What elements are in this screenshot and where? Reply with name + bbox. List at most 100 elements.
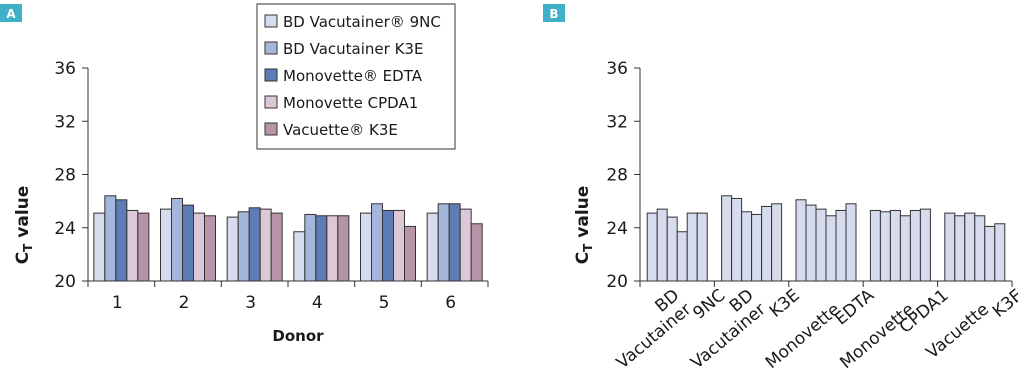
bar <box>899 215 911 282</box>
bar <box>646 212 658 282</box>
panel-b-badge-label: B <box>549 7 558 21</box>
bar <box>293 231 306 282</box>
legend-entry: Monovette CPDA1 <box>283 94 418 112</box>
panel-b-x-tick-label: EDTA <box>831 285 878 329</box>
bar <box>393 209 405 282</box>
panel-b-y-tick-label: 36 <box>606 59 628 79</box>
bar <box>984 225 996 282</box>
panel-b-y-tick-label: 24 <box>606 219 628 239</box>
panel-a-x-axis-label: Donor <box>272 327 324 345</box>
bar <box>964 212 976 282</box>
bar <box>741 211 753 282</box>
panel-b-x-tick-label: Vacutainer <box>613 300 695 368</box>
bar <box>171 197 183 282</box>
panel-a-y-tick-label: 36 <box>54 59 76 79</box>
bar <box>371 203 383 282</box>
legend-swatch <box>264 41 278 55</box>
bar <box>815 208 827 282</box>
panel-b-y-tick-label: 28 <box>606 166 628 186</box>
legend-entry: BD Vacutainer® 9NC <box>283 13 441 31</box>
bar <box>805 204 817 282</box>
bar <box>382 209 394 282</box>
bar <box>889 209 901 282</box>
panel-b-x-tick-label: K3E <box>766 286 804 322</box>
bar <box>160 208 172 282</box>
bar <box>751 213 763 282</box>
bar <box>470 223 483 282</box>
panel-a-y-axis-label: CT value <box>13 186 35 265</box>
bar <box>259 208 272 282</box>
bar <box>137 212 150 282</box>
panel-a-x-axis: 1 2 3 4 5 6 <box>87 281 489 313</box>
bar <box>771 203 783 282</box>
bar <box>944 212 956 282</box>
bar <box>182 204 194 282</box>
bar <box>226 216 239 282</box>
panel-a-x-tick-label: 2 <box>179 293 190 313</box>
panel-b-y-axis: 20 24 28 32 36 <box>606 59 640 292</box>
panel-a-badge <box>0 4 22 22</box>
bar <box>974 215 986 282</box>
bar <box>656 208 668 282</box>
bar <box>721 195 733 282</box>
bar <box>825 215 837 282</box>
panel-a-y-tick-label: 28 <box>54 166 76 186</box>
bar <box>360 212 372 282</box>
legend: BD Vacutainer® 9NC BD Vacutainer K3E Monov… <box>256 3 456 150</box>
bar <box>459 208 472 282</box>
panel-b-x-axis: BDVacutainer9NCBDVacutainerK3EMonovetteE… <box>613 281 1018 368</box>
bar <box>919 208 931 282</box>
legend-entry: Vacuette® K3E <box>283 121 398 139</box>
bar <box>204 215 216 282</box>
bar <box>448 203 461 282</box>
bar <box>696 212 708 282</box>
bar <box>426 212 439 282</box>
panel-b-y-tick-label: 20 <box>606 272 628 292</box>
panel-a-y-tick-label: 20 <box>54 272 76 292</box>
bar <box>761 205 773 282</box>
panel-b-y-axis-label: CT value <box>573 186 595 265</box>
bar <box>909 209 921 282</box>
panel-b-x-tick-label: 9NC <box>689 286 729 324</box>
panel-a: A CT value 20 24 28 32 36 1 2 3 4 5 6 Donor BD Va… <box>0 3 489 345</box>
bar <box>869 209 881 282</box>
legend-swatch <box>264 122 278 136</box>
panel-a-x-tick-label: 1 <box>112 293 123 313</box>
bar <box>676 231 688 282</box>
panel-a-x-tick-label: 5 <box>379 293 390 313</box>
legend-entry: Monovette® EDTA <box>283 67 423 85</box>
bar <box>237 211 250 282</box>
bar <box>686 212 698 282</box>
bar <box>126 209 139 282</box>
bar <box>666 216 678 282</box>
bar <box>270 212 283 282</box>
legend-swatch <box>264 95 278 109</box>
panel-b-y-tick-label: 32 <box>606 112 628 132</box>
panel-a-bars <box>93 195 483 282</box>
legend-frame <box>256 3 456 150</box>
bar <box>437 203 450 282</box>
bar <box>994 223 1006 282</box>
panel-a-x-tick-label: 4 <box>312 293 323 313</box>
bar <box>845 203 857 282</box>
bar <box>93 212 106 282</box>
bar <box>954 215 966 282</box>
bar <box>315 215 328 282</box>
bar <box>337 215 350 282</box>
panel-b-bars <box>646 195 1006 282</box>
legend-entry: BD Vacutainer K3E <box>283 40 423 58</box>
bar <box>731 197 743 282</box>
panel-a-x-tick-label: 3 <box>245 293 256 313</box>
bar <box>879 211 891 282</box>
bar <box>404 225 416 282</box>
bar <box>304 213 317 282</box>
panel-a-badge-label: A <box>6 7 16 21</box>
panel-a-y-tick-label: 24 <box>54 219 76 239</box>
panel-a-y-tick-label: 32 <box>54 112 76 132</box>
bar <box>835 209 847 282</box>
bar <box>104 195 117 282</box>
legend-swatch <box>264 68 278 82</box>
bar <box>115 199 128 282</box>
